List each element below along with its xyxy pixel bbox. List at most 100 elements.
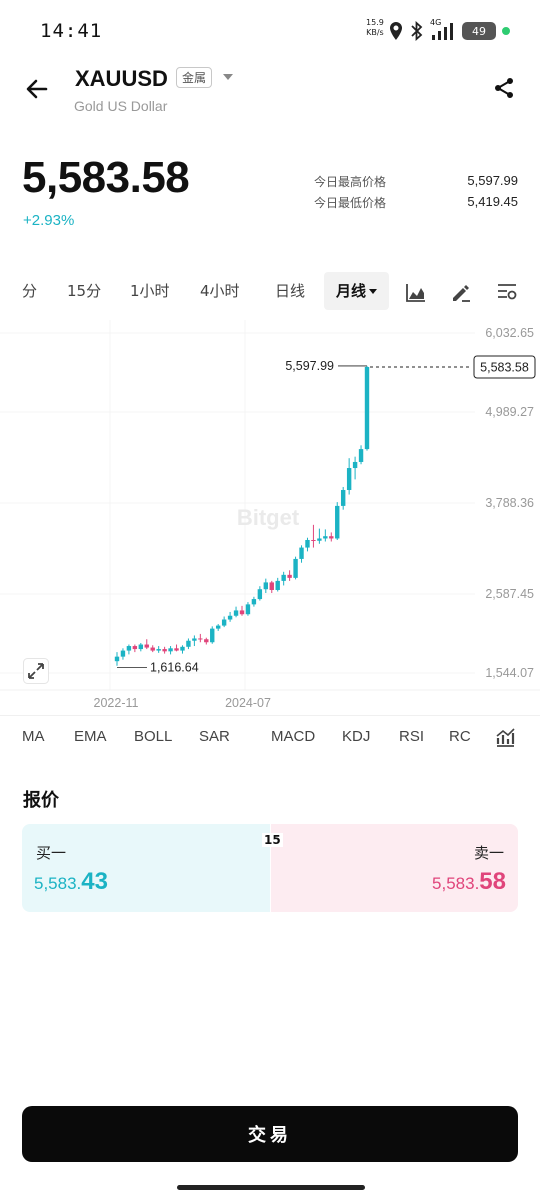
ask-panel[interactable]: 卖一 5,583.58 [271, 824, 518, 912]
candle-body [221, 619, 227, 626]
expand-icon[interactable] [23, 658, 49, 684]
min-price-label: 1,616.64 [150, 661, 199, 675]
candlestick-chart[interactable]: Bitget 6,032.65 4,989.27 3,788.36 2,587.45 1… [0, 320, 540, 715]
indicator-settings-icon[interactable] [494, 726, 516, 748]
candle [198, 633, 203, 643]
candle-body [150, 647, 155, 651]
spread-value: 15 [262, 833, 283, 847]
candle [251, 596, 257, 607]
current-price-tag[interactable] [473, 355, 536, 379]
timeframe-1m[interactable]: 分 [22, 282, 38, 300]
candle-body [132, 646, 138, 650]
candle-body [305, 539, 310, 548]
category-tag: 金属 [176, 67, 213, 88]
y-tick-label: 3,788.36 [485, 496, 534, 510]
network-speed: 15.9 KB/s [366, 18, 384, 38]
candle [364, 365, 370, 451]
trade-button[interactable]: 交易 [22, 1106, 518, 1162]
candle [144, 639, 149, 650]
candle [323, 529, 328, 542]
candle-body [281, 574, 286, 581]
price-chart[interactable]: Bitget 6,032.65 4,989.27 3,788.36 2,587.45 1… [0, 320, 540, 715]
cellular-signal: 4G [430, 18, 456, 41]
candle-body [346, 468, 352, 490]
status-icons: 4G 49 [388, 18, 510, 42]
timeframe-monthly[interactable]: 月线 [324, 272, 390, 310]
daily-high-label: 今日最高价格 [314, 175, 387, 189]
candle [335, 502, 340, 540]
current-price-label: 5,583.58 [480, 361, 529, 375]
timeframe-4h[interactable]: 4小时 [200, 282, 240, 300]
candle-body [358, 449, 364, 462]
candle-body [120, 650, 126, 657]
candle-body [257, 589, 263, 600]
candle-body [287, 574, 292, 578]
daily-low-row: 今日最低价格 5,419.45 [314, 194, 518, 211]
status-time: 14:41 [40, 20, 103, 42]
max-price-label: 5,597.99 [285, 359, 334, 373]
candle-body [233, 610, 239, 616]
candle [150, 645, 155, 653]
header: XAUUSD 金属 Gold US Dollar [0, 62, 540, 122]
candle [210, 626, 215, 644]
candle-body [239, 610, 245, 615]
candle-body [269, 582, 274, 590]
candle [239, 605, 245, 616]
candle [132, 644, 138, 653]
arrow-left-icon[interactable] [22, 74, 52, 104]
symbol-dropdown-icon[interactable] [223, 74, 233, 80]
share-icon[interactable] [492, 76, 516, 100]
candle [263, 578, 269, 594]
indicator-ema[interactable]: EMA [74, 728, 107, 745]
pencil-icon[interactable] [450, 281, 472, 303]
candle [156, 646, 161, 653]
y-tick-label: 2,587.45 [485, 587, 534, 601]
candle [192, 635, 197, 647]
timeframe-1h[interactable]: 1小时 [130, 282, 170, 300]
ask-price-tail: 58 [479, 868, 506, 895]
candle-body [198, 638, 203, 640]
bid-panel[interactable]: 买一 5,583.43 [22, 824, 270, 912]
daily-high-row: 今日最高价格 5,597.99 [314, 173, 518, 190]
candle [311, 524, 316, 548]
candle [275, 577, 280, 592]
candle [293, 556, 298, 580]
watermark-text: Bitget [237, 505, 300, 530]
symbol-title[interactable]: XAUUSD [75, 66, 168, 91]
candle-body [340, 489, 346, 506]
candle-body [299, 547, 304, 559]
indicator-boll[interactable]: BOLL [134, 728, 173, 745]
chart-settings-icon[interactable] [496, 281, 518, 303]
candle-body [168, 648, 173, 652]
timeframe-15m[interactable]: 15分 [67, 282, 102, 300]
candle-body [144, 644, 149, 648]
indicator-rc[interactable]: RC [449, 728, 471, 745]
bid-price-main: 5,583. [34, 874, 82, 893]
indicator-rsi[interactable]: RSI [399, 728, 425, 745]
indicator-macd[interactable]: MACD [271, 728, 316, 745]
candle [358, 445, 364, 465]
symbol-subtitle: Gold US Dollar [74, 98, 168, 114]
candle-body [186, 640, 191, 647]
candle [329, 532, 334, 542]
privacy-indicator-dot [502, 27, 510, 35]
timeframe-1d[interactable]: 日线 [275, 282, 306, 300]
candle-body [156, 649, 161, 651]
indicator-ma[interactable]: MA [22, 728, 45, 745]
candle [340, 486, 346, 510]
indicator-kdj[interactable]: KDJ [342, 728, 371, 745]
candle [221, 616, 227, 628]
ask-label: 卖一 [473, 844, 504, 862]
candle-body [245, 604, 251, 615]
candle [305, 537, 310, 552]
home-indicator[interactable] [177, 1185, 365, 1190]
x-tick-label: 2024-07 [225, 696, 271, 710]
y-tick-label: 1,544.07 [485, 666, 534, 680]
candle-body [311, 539, 316, 541]
area-chart-icon[interactable] [405, 281, 427, 303]
network-speed-value: 15.9 [366, 18, 384, 27]
candle [245, 602, 251, 616]
candle-body [138, 644, 144, 650]
indicator-sar[interactable]: SAR [199, 728, 230, 745]
status-bar: 14:41 15.9 KB/s 4G 49 [0, 0, 540, 62]
